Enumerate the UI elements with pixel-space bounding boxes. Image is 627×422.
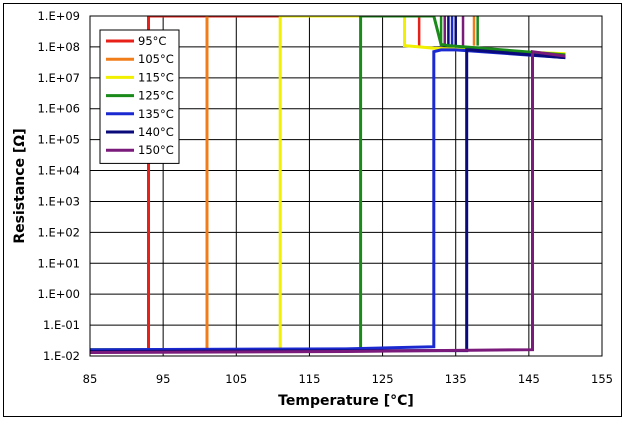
legend: 95°C 105°C 115°C 125°C 135°C 140°C 150°C: [99, 29, 180, 164]
series-line: [90, 16, 566, 352]
legend-label: 115°C: [138, 70, 174, 84]
y-tick-label: 1.E+08: [37, 40, 80, 54]
x-tick-label: 115: [298, 372, 320, 386]
y-tick-label: 1.E+00: [37, 287, 80, 301]
legend-label: 125°C: [138, 89, 174, 103]
y-tick-label: 1.E+07: [37, 71, 80, 85]
legend-label: 105°C: [138, 52, 174, 66]
y-tick-label: 1.E+04: [37, 164, 80, 178]
x-axis-title: Temperature [°C]: [278, 393, 414, 409]
y-tick-label: 1.E+09: [37, 9, 80, 23]
y-tick-label: 1.E+01: [37, 256, 80, 270]
y-tick-label: 1.E-02: [43, 349, 80, 363]
series-line: [90, 16, 566, 352]
y-tick-labels: 1.E-02 1.E-01 1.E+00 1.E+01 1.E+02 1.E+03 1.E+…: [37, 9, 80, 363]
plot-border: [89, 15, 603, 357]
y-tick-label: 1.E-01: [43, 318, 80, 332]
x-tick-label: 85: [83, 372, 98, 386]
y-tick-label: 1.E+02: [37, 225, 80, 239]
y-tick-label: 1.E+03: [37, 194, 80, 208]
x-tick-label: 155: [591, 372, 613, 386]
x-tick-label: 105: [225, 372, 247, 386]
x-tick-label: 135: [445, 372, 467, 386]
series-line: [90, 49, 566, 354]
y-tick-label: 1.E+05: [37, 133, 80, 147]
x-tick-label: 95: [156, 372, 171, 386]
legend-label: 150°C: [138, 143, 174, 157]
x-tick-labels: 85 95 105 115 125 135 145 155: [83, 372, 613, 386]
legend-label: 140°C: [138, 125, 174, 139]
series-layer: [90, 16, 566, 354]
series-line: [90, 48, 566, 352]
legend-label: 95°C: [138, 34, 166, 48]
x-tick-label: 145: [518, 372, 540, 386]
y-axis-title: Resistance [Ω]: [12, 128, 28, 243]
x-tick-label: 125: [372, 372, 394, 386]
y-tick-label: 1.E+06: [37, 102, 80, 116]
legend-label: 135°C: [138, 107, 174, 121]
